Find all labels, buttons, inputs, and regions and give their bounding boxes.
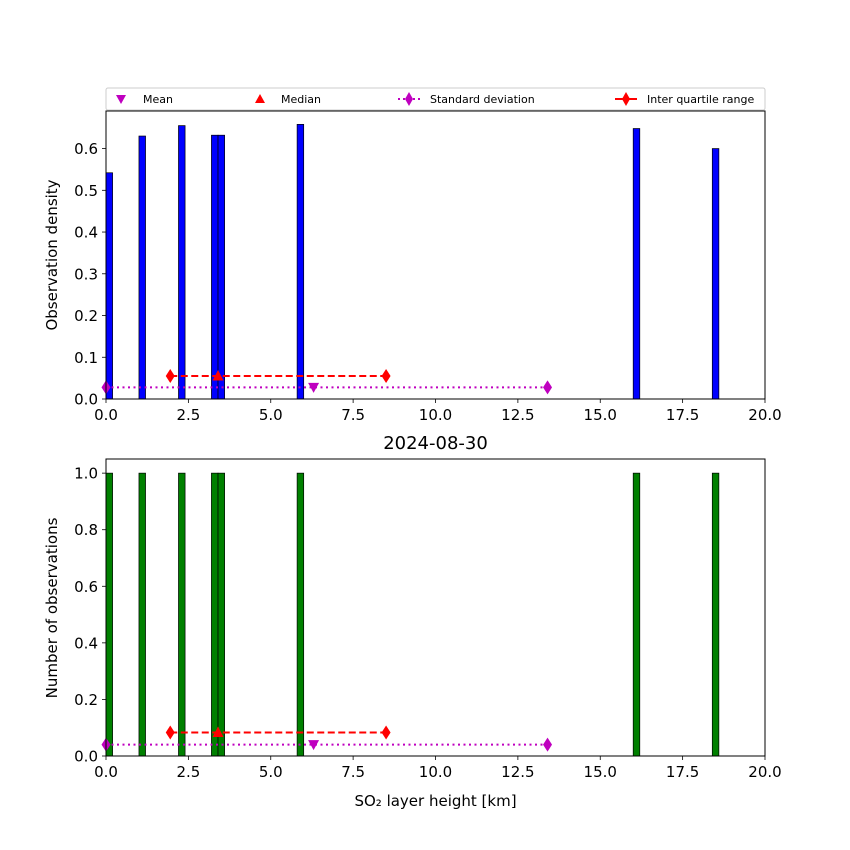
bottom-x-tick-label: 20.0: [748, 763, 781, 781]
top-y-tick-label: 0.3: [74, 265, 98, 283]
top-bar-1: [105, 172, 113, 400]
bottom-mean-marker: [308, 740, 320, 751]
top-x-tick-label: 10.0: [419, 406, 452, 424]
bottom-bar-2: [138, 472, 146, 757]
bottom-x-tick-label: 10.0: [419, 763, 452, 781]
bottom-stats: [101, 725, 553, 752]
bottom-y-tick-label: 0.6: [74, 578, 98, 596]
bottom-bar-5: [217, 472, 225, 757]
top-x-tick-label: 5.0: [259, 406, 283, 424]
bottom-median-marker: [212, 726, 224, 738]
bottom-x-tick-label: 2.5: [176, 763, 200, 781]
top-x-tick-label: 17.5: [666, 406, 699, 424]
bottom-iqr-marker-end: [381, 725, 391, 740]
top-x-tick-label: 12.5: [501, 406, 534, 424]
top-x-ticks: 0.0 2.5 5.0 7.5 10.0 12.5 15.0 17.5 20.0: [94, 399, 782, 424]
legend-item-inter-quartile-range: Inter quartile range: [615, 92, 754, 106]
bottom-x-axis-label: SO₂ layer height [km]: [354, 792, 516, 810]
top-y-axis-label: Observation density: [43, 179, 61, 330]
bottom-x-ticks: 0.0 2.5 5.0 7.5 10.0 12.5 15.0 17.5 20.0: [94, 756, 782, 781]
top-bar-4: [211, 134, 219, 400]
top-y-tick-label: 0.4: [74, 224, 98, 242]
top-x-tick-label: 20.0: [748, 406, 781, 424]
top-bar-3: [178, 125, 186, 400]
legend-iqr-label: Inter quartile range: [647, 93, 754, 106]
legend-mean-marker-icon: [116, 95, 126, 104]
bottom-x-tick-label: 0.0: [94, 763, 118, 781]
top-x-tick-label: 2.5: [176, 406, 200, 424]
legend-std-marker-icon: [405, 92, 413, 106]
bottom-std-marker-end: [543, 737, 553, 752]
bottom-bar-4: [211, 472, 219, 757]
legend-median-marker-icon: [255, 94, 265, 103]
top-bar-5: [217, 134, 225, 400]
bottom-iqr-marker-start: [165, 725, 175, 740]
top-y-tick-label: 0.2: [74, 307, 98, 325]
bottom-bar-3: [178, 472, 186, 757]
legend-item-median: Median: [255, 93, 321, 106]
bottom-y-tick-label: 0.2: [74, 691, 98, 709]
top-y-tick-label: 0.5: [74, 182, 98, 200]
legend-item-standard-deviation: Standard deviation: [398, 92, 535, 106]
bottom-bar-7: [632, 472, 641, 757]
top-median-marker: [212, 370, 224, 381]
legend: Mean Median Standard deviation Inter qua…: [105, 87, 766, 111]
legend-median-label: Median: [281, 93, 321, 106]
top-y-tick-label: 0.1: [74, 349, 98, 367]
legend-item-mean: Mean: [116, 93, 173, 106]
bottom-chart-title: 2024-08-30: [383, 433, 488, 454]
bottom-x-tick-label: 17.5: [666, 763, 699, 781]
top-bar-6: [296, 124, 305, 400]
top-y-ticks: 0.0 0.1 0.2 0.3 0.4 0.5 0.6: [74, 140, 106, 409]
legend-box: [105, 87, 766, 111]
top-bar-7: [632, 128, 641, 400]
bottom-y-axis-label: Number of observations: [43, 517, 61, 698]
bottom-bar-8: [711, 472, 720, 757]
bottom-x-tick-label: 15.0: [584, 763, 617, 781]
top-bar-8: [711, 148, 720, 400]
top-bars: [105, 124, 720, 400]
legend-mean-label: Mean: [143, 93, 173, 106]
bottom-y-tick-label: 0.0: [74, 748, 98, 766]
top-mean-marker: [308, 382, 320, 393]
top-y-tick-label: 0.6: [74, 140, 98, 158]
bottom-panel: 2024-08-30 0.0 2.5 5.0 7.5 10.0 12.5 15.0 17.5 2…: [43, 433, 782, 810]
bottom-bar-1: [105, 472, 113, 757]
bottom-y-tick-label: 0.8: [74, 521, 98, 539]
bottom-bars: [105, 472, 720, 757]
top-x-tick-label: 7.5: [341, 406, 365, 424]
bottom-x-tick-label: 5.0: [259, 763, 283, 781]
legend-std-label: Standard deviation: [430, 93, 535, 106]
top-std-marker-end: [543, 380, 553, 395]
bottom-y-ticks: 0.0 0.2 0.4 0.6 0.8 1.0: [74, 465, 106, 766]
top-x-tick-label: 15.0: [584, 406, 617, 424]
top-y-tick-label: 0.0: [74, 391, 98, 409]
top-bar-2: [138, 135, 146, 400]
bottom-bar-6: [296, 472, 305, 757]
bottom-x-tick-label: 7.5: [341, 763, 365, 781]
bottom-x-tick-label: 12.5: [501, 763, 534, 781]
top-x-tick-label: 0.0: [94, 406, 118, 424]
bottom-y-tick-label: 0.4: [74, 634, 98, 652]
top-iqr-marker-end: [381, 369, 391, 384]
bottom-y-tick-label: 1.0: [74, 465, 98, 483]
top-panel: 0.0 2.5 5.0 7.5 10.0 12.5 15.0 17.5 20.0 0.00.10…: [43, 110, 782, 424]
top-iqr-marker-start: [165, 369, 175, 384]
legend-iqr-marker-icon: [622, 92, 630, 106]
